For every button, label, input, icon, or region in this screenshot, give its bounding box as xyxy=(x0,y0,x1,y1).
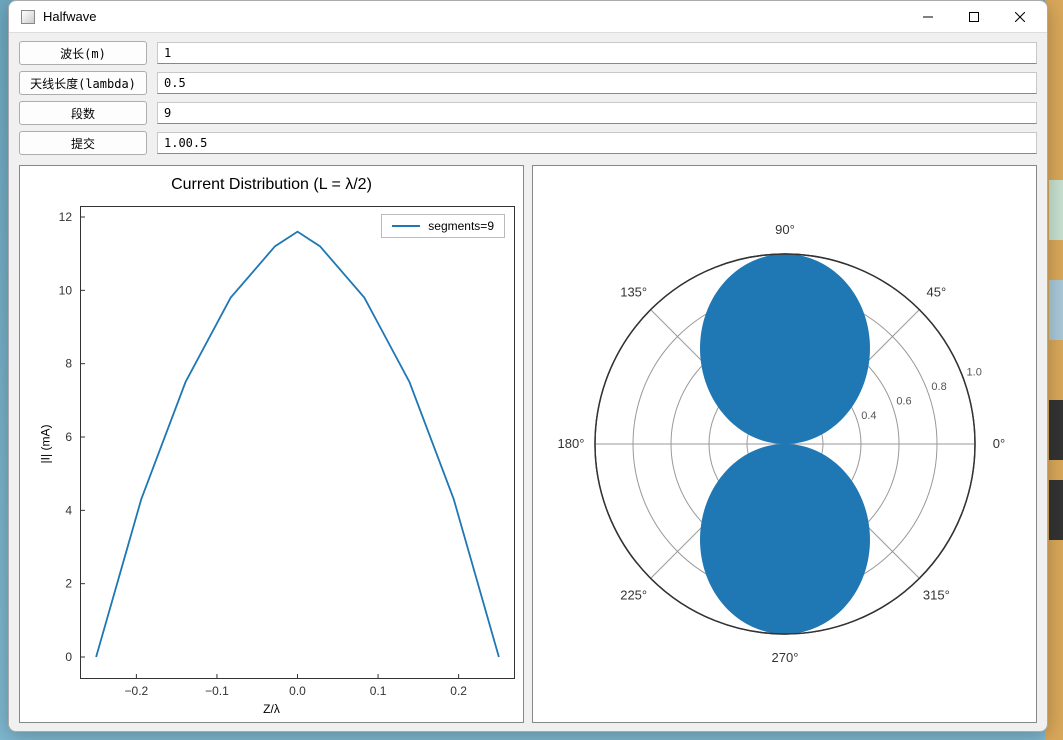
polar-chart-panel: 0° 45° 90° 135° 180° 225° 270° 315° 0.4 0.6 0.8 1.0 xyxy=(532,165,1037,723)
svg-text:8: 8 xyxy=(65,357,72,371)
minimize-icon xyxy=(923,12,933,22)
svg-text:225°: 225° xyxy=(620,587,647,602)
svg-text:135°: 135° xyxy=(620,285,647,300)
line-chart-svg: −0.2−0.10.00.10.2024681012 xyxy=(80,206,515,679)
desktop-item xyxy=(1049,480,1063,540)
svg-text:180°: 180° xyxy=(557,436,584,451)
svg-text:1.0: 1.0 xyxy=(966,366,981,378)
svg-text:−0.1: −0.1 xyxy=(205,684,229,698)
wavelength-input[interactable] xyxy=(157,42,1037,64)
charts-area: Current Distribution (L = λ/2) |I| (mA) … xyxy=(19,165,1037,723)
app-window: Halfwave 波长(m) 天线长度(lambda) 段数 提交 xyxy=(8,0,1048,732)
svg-text:0.0: 0.0 xyxy=(289,684,306,698)
svg-text:10: 10 xyxy=(59,283,73,297)
svg-text:0.8: 0.8 xyxy=(931,381,946,393)
desktop-item xyxy=(1049,400,1063,460)
wavelength-button[interactable]: 波长(m) xyxy=(19,41,147,65)
close-icon xyxy=(1015,12,1025,22)
svg-text:0.2: 0.2 xyxy=(450,684,467,698)
result-input[interactable] xyxy=(157,132,1037,154)
svg-text:6: 6 xyxy=(65,430,72,444)
svg-text:0.6: 0.6 xyxy=(896,395,911,407)
row-submit: 提交 xyxy=(19,131,1037,155)
svg-text:45°: 45° xyxy=(926,285,946,300)
polar-chart-svg: 0° 45° 90° 135° 180° 225° 270° 315° 0.4 0.6 0.8 1.0 xyxy=(555,214,1015,674)
line-chart-title: Current Distribution (L = λ/2) xyxy=(20,176,523,194)
body-area: 波长(m) 天线长度(lambda) 段数 提交 Current Distrib… xyxy=(9,33,1047,731)
row-wavelength: 波长(m) xyxy=(19,41,1037,65)
svg-text:0: 0 xyxy=(65,650,72,664)
minimize-button[interactable] xyxy=(905,2,951,32)
svg-text:−0.2: −0.2 xyxy=(125,684,149,698)
window-title: Halfwave xyxy=(43,9,905,24)
antenna-length-button[interactable]: 天线长度(lambda) xyxy=(19,71,147,95)
desktop-item xyxy=(1049,180,1063,240)
segments-button[interactable]: 段数 xyxy=(19,101,147,125)
titlebar[interactable]: Halfwave xyxy=(9,1,1047,33)
svg-text:0.4: 0.4 xyxy=(861,410,876,422)
line-chart-xlabel: Z/λ xyxy=(20,702,523,716)
window-controls xyxy=(905,2,1043,32)
desktop-item xyxy=(1049,40,1063,100)
maximize-icon xyxy=(969,12,979,22)
maximize-button[interactable] xyxy=(951,2,997,32)
svg-text:90°: 90° xyxy=(775,222,795,237)
submit-button[interactable]: 提交 xyxy=(19,131,147,155)
row-antenna-length: 天线长度(lambda) xyxy=(19,71,1037,95)
row-segments: 段数 xyxy=(19,101,1037,125)
antenna-length-input[interactable] xyxy=(157,72,1037,94)
svg-text:270°: 270° xyxy=(771,650,798,665)
line-chart-panel: Current Distribution (L = λ/2) |I| (mA) … xyxy=(19,165,524,723)
close-button[interactable] xyxy=(997,2,1043,32)
segments-input[interactable] xyxy=(157,102,1037,124)
svg-text:12: 12 xyxy=(59,210,73,224)
svg-text:4: 4 xyxy=(65,503,72,517)
desktop-item xyxy=(1049,280,1063,340)
svg-text:315°: 315° xyxy=(922,587,949,602)
line-chart-ylabel: |I| (mA) xyxy=(38,425,52,464)
svg-text:0.1: 0.1 xyxy=(370,684,387,698)
app-icon xyxy=(21,10,35,24)
svg-text:2: 2 xyxy=(65,577,72,591)
svg-text:0°: 0° xyxy=(992,436,1004,451)
